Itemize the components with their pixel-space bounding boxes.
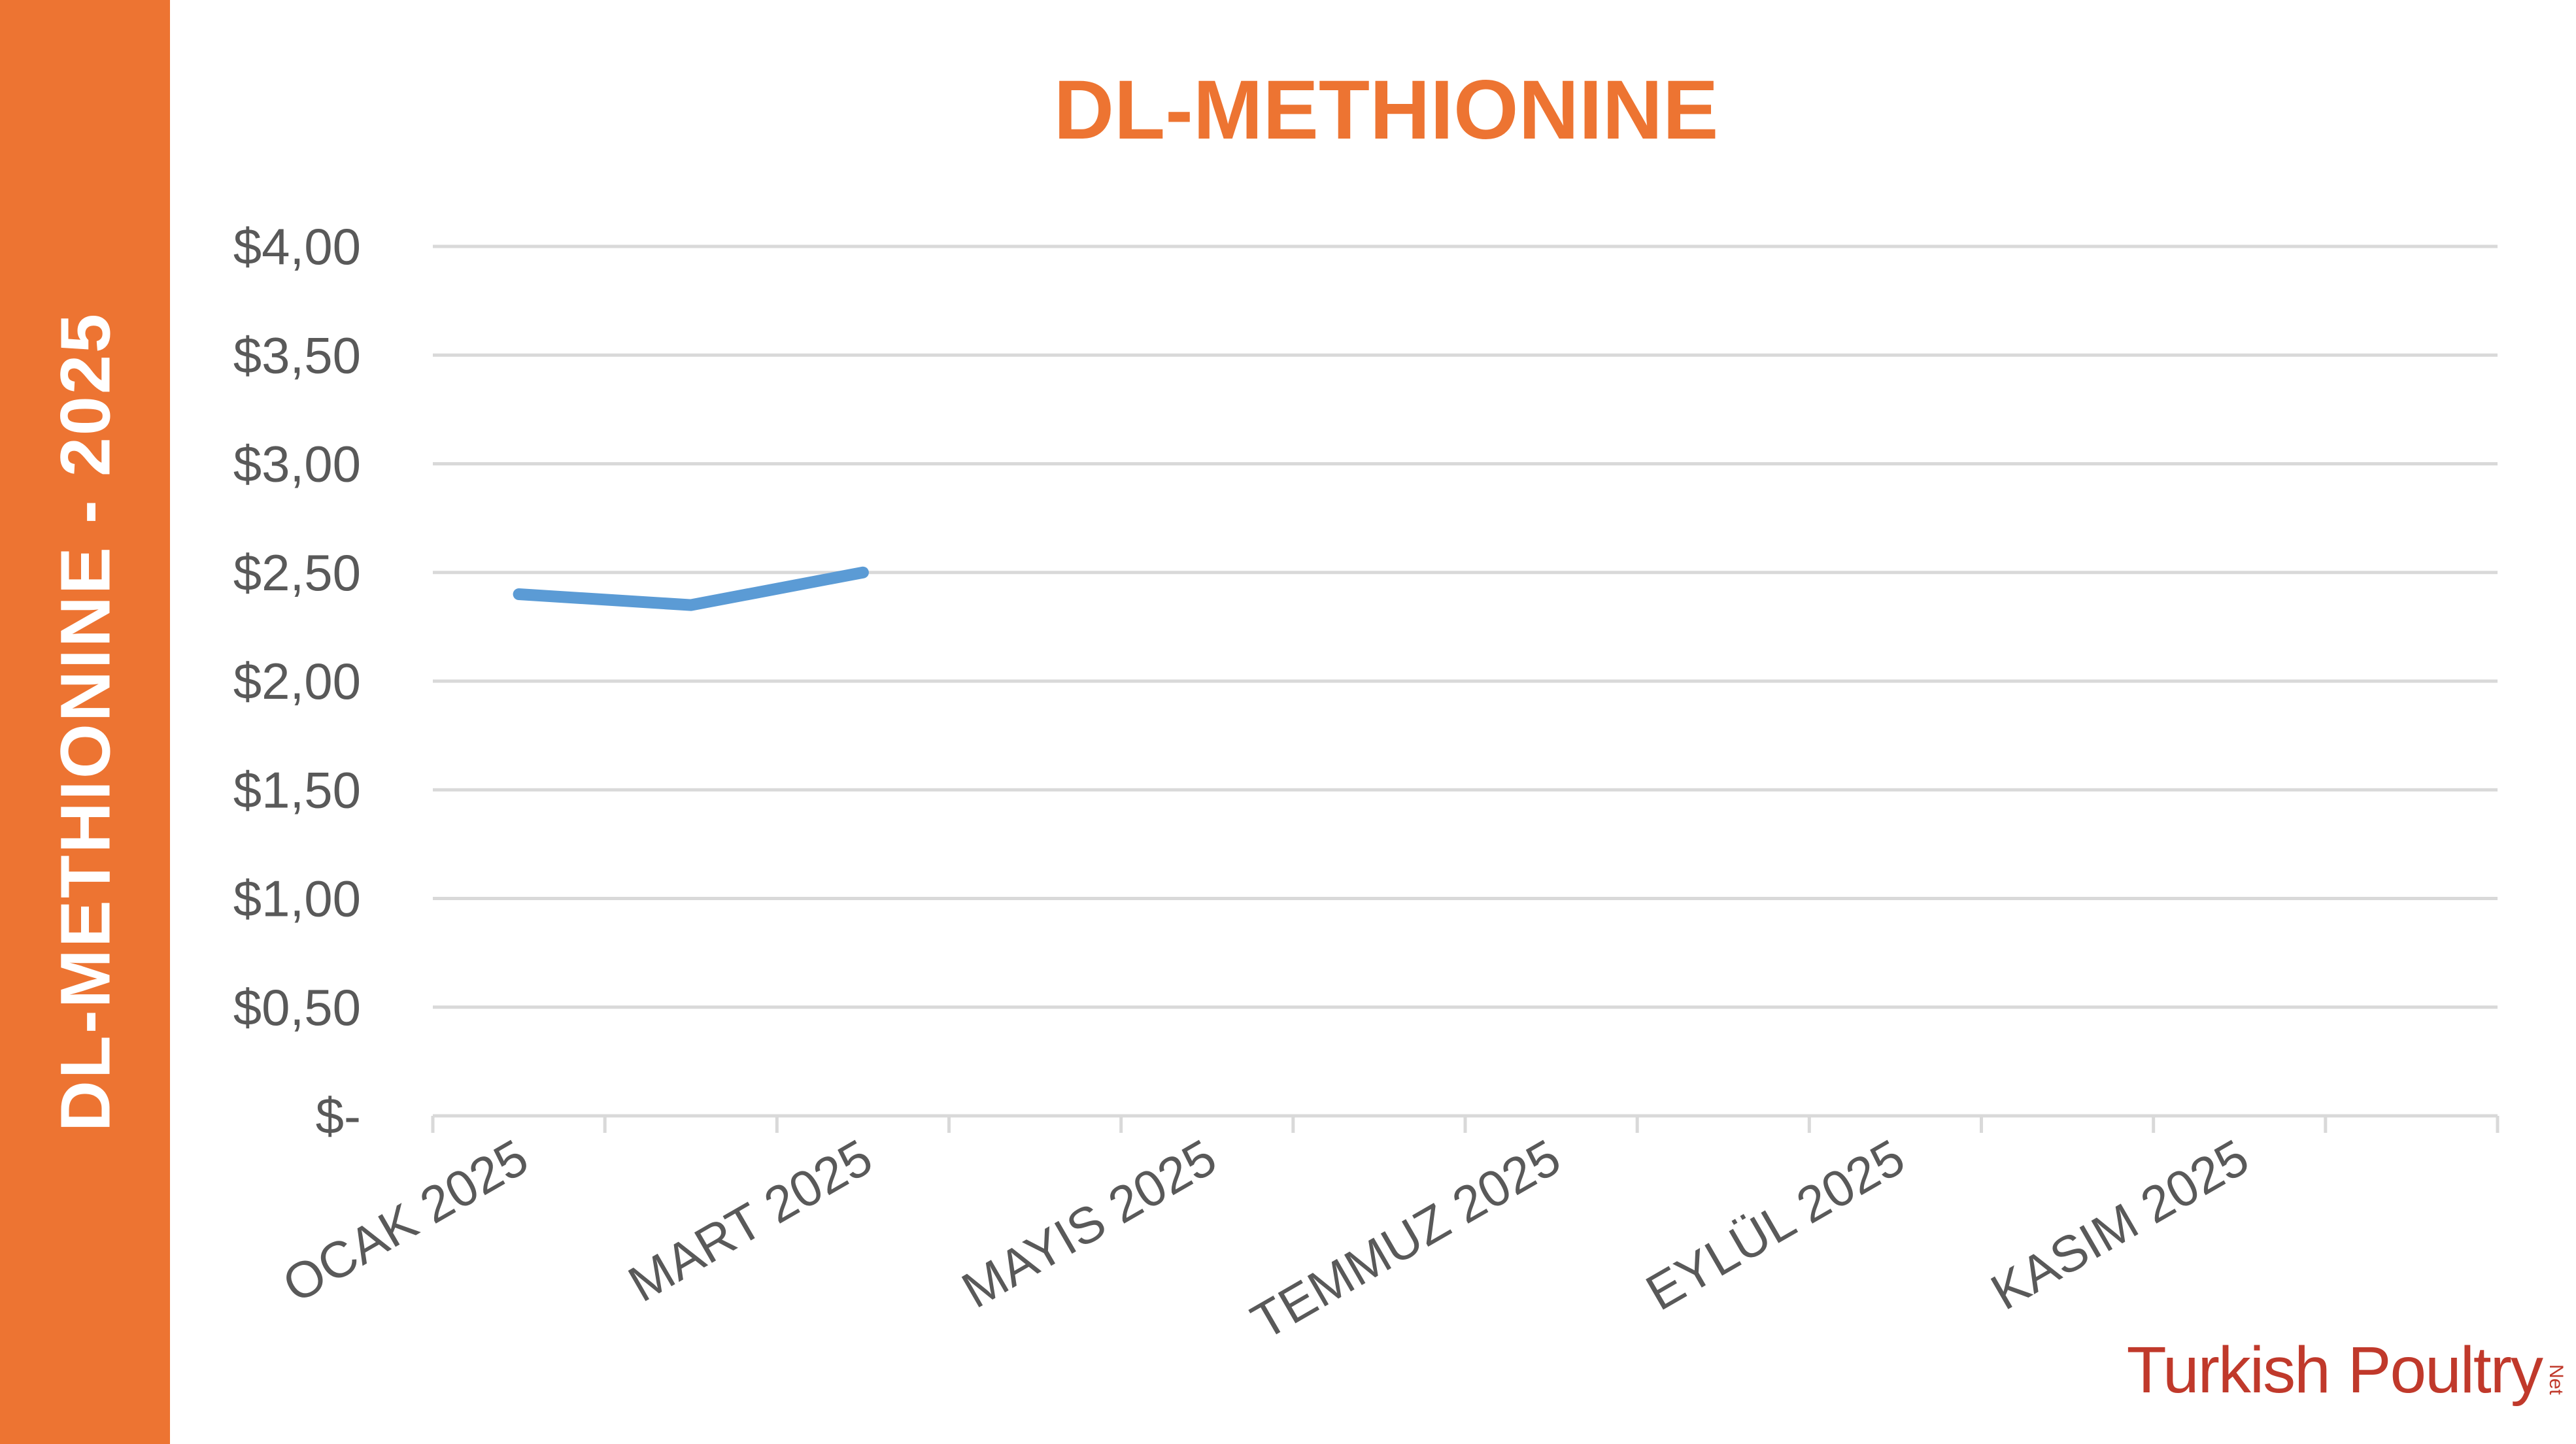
y-tick-label: $2,50 xyxy=(233,544,361,601)
logo-word-poultry: Poultry xyxy=(2347,1334,2543,1407)
y-tick-label: $1,50 xyxy=(233,761,361,818)
x-tick-label: MAYIS 2025 xyxy=(953,1128,1226,1319)
x-axis xyxy=(431,1114,2500,1133)
x-tick-label: MART 2025 xyxy=(619,1128,881,1313)
x-tick-label: TEMMUZ 2025 xyxy=(1242,1128,1570,1351)
gridlines xyxy=(433,244,2498,1009)
y-tick-label: $- xyxy=(316,1087,361,1145)
y-tick-label: $3,50 xyxy=(233,326,361,384)
y-tick-label: $1,00 xyxy=(233,870,361,928)
x-tick-label: EYLÜL 2025 xyxy=(1636,1128,1914,1322)
x-tick-labels: OCAK 2025 MART 2025 MAYIS 2025 TEMMUZ 2025 E… xyxy=(273,1128,2258,1351)
y-tick-label: $3,00 xyxy=(233,435,361,493)
x-tick-label: KASIM 2025 xyxy=(1981,1128,2258,1321)
y-tick-labels: $4,00 $3,50 $3,00 $2,50 $2,00 $1,50 $1,00 $0,50… xyxy=(233,218,361,1145)
y-tick-label: $2,00 xyxy=(233,652,361,710)
turkish-poultry-logo: Turkish Poultry Net xyxy=(2127,1333,2567,1408)
series-line xyxy=(513,566,869,611)
y-tick-label: $4,00 xyxy=(233,218,361,275)
series-group xyxy=(513,566,869,611)
logo-word-turkish: Turkish xyxy=(2126,1334,2331,1407)
y-tick-label: $0,50 xyxy=(233,979,361,1036)
logo-suffix-net: Net xyxy=(2545,1364,2567,1395)
sidebar: DL-METHIONINE - 2025 xyxy=(0,0,170,1444)
chart-title: DL-METHIONINE xyxy=(1053,63,1719,157)
x-tick-label: OCAK 2025 xyxy=(273,1128,537,1314)
